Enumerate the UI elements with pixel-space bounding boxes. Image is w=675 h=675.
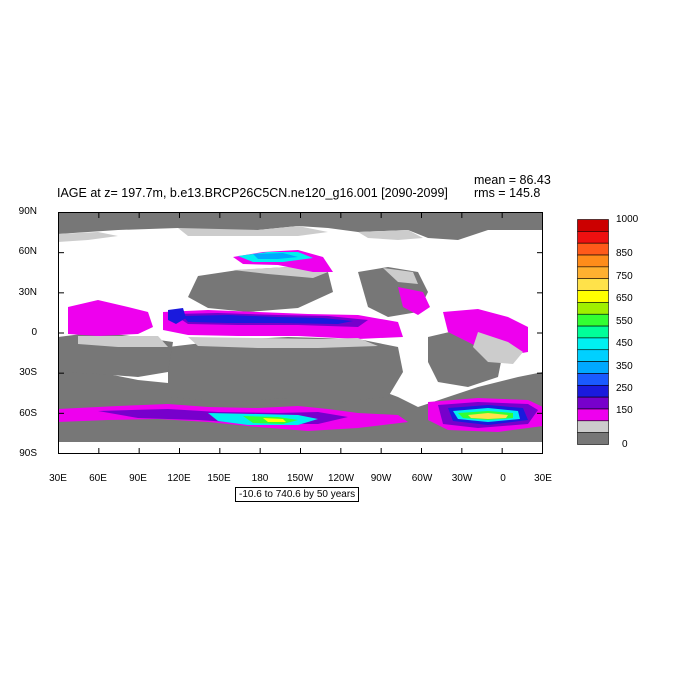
colorbar-swatch bbox=[577, 420, 609, 433]
colorbar-label-650: 650 bbox=[616, 293, 633, 304]
colorbar-label-250: 250 bbox=[616, 383, 633, 394]
colorbar-swatch bbox=[577, 278, 609, 291]
lat-label-60s: 60S bbox=[19, 408, 37, 419]
colorbar-label-350: 350 bbox=[616, 361, 633, 372]
np-blue bbox=[253, 253, 298, 259]
lon-label-60e: 60E bbox=[89, 473, 107, 484]
eq-pac-blue bbox=[183, 315, 353, 324]
map-plot bbox=[58, 212, 543, 454]
colorbar-swatch bbox=[577, 361, 609, 374]
arctic-shelf bbox=[178, 226, 328, 236]
colorbar-swatch bbox=[577, 302, 609, 315]
lon-label-150e: 150E bbox=[207, 473, 231, 484]
colorbar-label-0: 0 bbox=[622, 439, 628, 450]
colorbar-swatch bbox=[577, 219, 609, 232]
lon-label-30e: 30E bbox=[49, 473, 67, 484]
lat-label-90s: 90S bbox=[19, 448, 37, 459]
colorbar bbox=[577, 219, 609, 445]
colorbar-label-150: 150 bbox=[616, 405, 633, 416]
lon-label-120w: 120W bbox=[327, 473, 355, 484]
lat-label-30n: 30N bbox=[18, 287, 37, 298]
indian-magenta bbox=[68, 300, 153, 336]
colorbar-swatch bbox=[577, 325, 609, 339]
lon-label-90w: 90W bbox=[370, 473, 392, 484]
lon-label-30w: 30W bbox=[451, 473, 473, 484]
atl-grey bbox=[473, 332, 523, 364]
colorbar-swatch bbox=[577, 290, 609, 303]
stat-mean: mean = 86.43 bbox=[474, 173, 551, 187]
arctic-ocean bbox=[58, 212, 543, 240]
lat-label-30s: 30S bbox=[19, 367, 37, 378]
plot-title: IAGE at z= 197.7m, b.e13.BRCP26C5CN.ne12… bbox=[57, 186, 448, 200]
north-pacific bbox=[188, 267, 333, 312]
colorbar-swatch bbox=[577, 254, 609, 268]
colorbar-swatch bbox=[577, 337, 609, 351]
lon-label-60w: 60W bbox=[411, 473, 433, 484]
colorbar-label-850: 850 bbox=[616, 248, 633, 259]
colorbar-swatch bbox=[577, 231, 609, 244]
stat-rms: rms = 145.8 bbox=[474, 186, 541, 200]
colorbar-swatch bbox=[577, 384, 609, 398]
colorbar-swatch bbox=[577, 242, 609, 256]
contour-caption: -10.6 to 740.6 by 50 years bbox=[235, 487, 360, 502]
weddell-yellow bbox=[468, 413, 508, 419]
colorbar-swatch bbox=[577, 432, 609, 445]
lon-label-90e: 90E bbox=[129, 473, 147, 484]
colorbar-swatch bbox=[577, 313, 609, 327]
na-shelf bbox=[383, 268, 418, 284]
colorbar-label-450: 450 bbox=[616, 338, 633, 349]
lon-label-120e: 120E bbox=[167, 473, 191, 484]
lat-label-0: 0 bbox=[31, 327, 37, 338]
lat-label-60n: 60N bbox=[18, 246, 37, 257]
na-magenta bbox=[398, 287, 430, 315]
lat-label-90n: 90N bbox=[18, 206, 37, 217]
colorbar-label-750: 750 bbox=[616, 271, 633, 282]
lon-label-30e-east: 30E bbox=[534, 473, 552, 484]
arctic-shelf-west bbox=[58, 232, 118, 242]
lon-label-0: 0 bbox=[500, 473, 506, 484]
map-ticks bbox=[58, 212, 543, 454]
eq-pac-grey bbox=[188, 337, 378, 348]
colorbar-swatch bbox=[577, 396, 609, 410]
acc-yellow-1 bbox=[263, 418, 286, 422]
lon-label-180: 180 bbox=[251, 473, 269, 484]
south-pacific bbox=[168, 337, 403, 402]
colorbar-label-550: 550 bbox=[616, 316, 633, 327]
indo-blue bbox=[168, 308, 186, 324]
indian-grey bbox=[78, 336, 168, 347]
lon-label-150w: 150W bbox=[286, 473, 314, 484]
colorbar-swatch bbox=[577, 373, 609, 386]
colorbar-swatch bbox=[577, 349, 609, 362]
colorbar-label-1000: 1000 bbox=[616, 214, 639, 225]
colorbar-swatch bbox=[577, 408, 609, 422]
arctic-shelf-east bbox=[358, 230, 423, 240]
colorbar-swatch bbox=[577, 266, 609, 280]
